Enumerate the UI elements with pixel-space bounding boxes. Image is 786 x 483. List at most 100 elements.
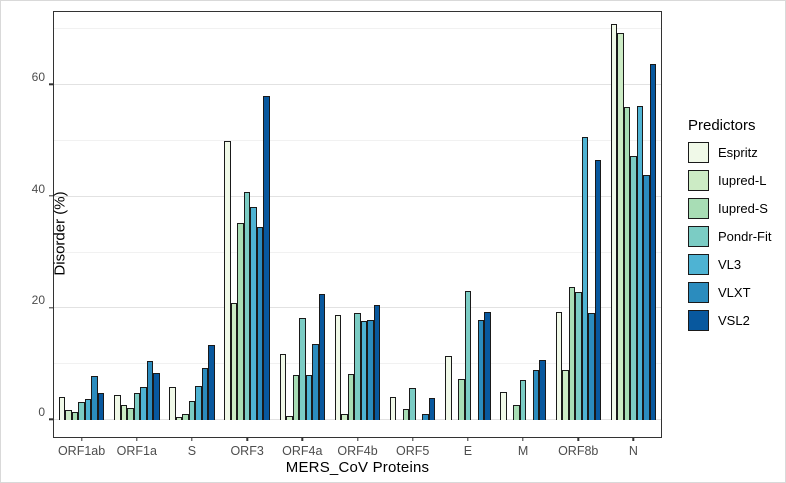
x-tick-label-ORF8b: ORF8b <box>558 444 599 458</box>
bar-N-Iupred-L <box>617 32 624 420</box>
bar-ORF1ab-VSL2 <box>97 393 105 420</box>
bar-N-Iupred-S <box>623 106 631 420</box>
bar-group-E <box>440 12 495 437</box>
y-tick-mark-0 <box>49 418 53 421</box>
x-tick-mark-ORF4b <box>356 437 359 441</box>
bar-M-Pondr-Fit <box>519 379 527 420</box>
bar-ORF1a-VSL2 <box>153 373 160 420</box>
bar-M-Espritz <box>500 392 507 420</box>
bar-S-VL3 <box>195 385 202 420</box>
y-tick-label-0: 0 <box>38 405 45 419</box>
bar-ORF8b-VSL2 <box>594 160 602 420</box>
bar-ORF8b-Espritz <box>555 311 563 420</box>
bar-ORF8b-Pondr-Fit <box>575 291 582 420</box>
bar-E-VSL2 <box>484 311 491 420</box>
bar-ORF4a-VLXT <box>312 344 319 420</box>
bar-ORF4b-VLXT <box>367 319 374 420</box>
legend-label-Espritz: Espritz <box>718 145 758 160</box>
x-tick-mark-ORF1ab <box>80 437 83 441</box>
bar-ORF3-VSL2 <box>263 96 270 420</box>
x-tick-label-N: N <box>628 444 638 458</box>
bar-S-Iupred-L <box>175 417 183 420</box>
bar-ORF3-VL3 <box>250 206 257 420</box>
bar-S-Pondr-Fit <box>188 401 196 420</box>
bar-E-Iupred-S <box>458 379 465 420</box>
bar-groups <box>54 12 661 437</box>
bar-group-M <box>496 12 551 437</box>
x-tick-mark-ORF5 <box>411 437 414 441</box>
bar-ORF4b-Iupred-L <box>341 414 348 420</box>
y-tick-label-40: 40 <box>31 181 45 196</box>
bar-S-Iupred-S <box>182 414 189 420</box>
legend-swatch-VSL2 <box>688 310 709 331</box>
y-tick-mark-60 <box>49 83 53 86</box>
x-tick-mark-ORF4a <box>301 437 304 441</box>
bar-ORF8b-Iupred-S <box>568 286 576 420</box>
bar-ORF5-VSL2 <box>428 397 436 420</box>
bar-ORF3-Espritz <box>224 140 231 420</box>
bar-ORF8b-VLXT <box>588 312 595 420</box>
legend-entry-Iupred-S: Iupred-S <box>688 198 771 219</box>
gridline-major-40 <box>54 195 661 197</box>
bar-ORF1ab-Iupred-S <box>71 412 79 420</box>
legend-entry-Pondr-Fit: Pondr-Fit <box>688 226 771 247</box>
bar-group-ORF1ab <box>54 12 109 437</box>
x-tick-label-M: M <box>517 444 529 458</box>
bar-group-ORF8b <box>551 12 606 437</box>
legend-entry-VL3: VL3 <box>688 254 771 275</box>
bar-ORF1a-Iupred-S <box>127 408 134 420</box>
x-tick-mark-N <box>632 437 635 441</box>
x-axis-title: MERS_CoV Proteins <box>285 459 430 476</box>
bar-group-ORF5 <box>385 12 440 437</box>
bar-ORF4a-VSL2 <box>318 293 326 420</box>
legend-title: Predictors <box>688 117 756 134</box>
x-tick-label-ORF1a: ORF1a <box>116 444 157 458</box>
bar-ORF4b-Pondr-Fit <box>354 313 361 420</box>
bar-N-VLXT <box>643 175 650 420</box>
x-tick-label-E: E <box>463 444 473 458</box>
bar-E-Espritz <box>445 356 452 420</box>
bar-ORF4b-VSL2 <box>373 305 381 420</box>
bar-N-VL3 <box>636 105 644 420</box>
bar-group-ORF1a <box>109 12 164 437</box>
bar-ORF4b-VL3 <box>360 321 368 420</box>
x-tick-mark-S <box>191 437 193 441</box>
bar-ORF4b-Espritz <box>334 315 342 420</box>
bar-S-VSL2 <box>208 345 215 420</box>
x-tick-mark-ORF1a <box>136 437 138 441</box>
x-tick-mark-M <box>522 437 524 441</box>
legend-label-VLXT: VLXT <box>718 285 751 300</box>
legend-entry-Espritz: Espritz <box>688 142 771 163</box>
bar-ORF4a-Pondr-Fit <box>299 318 306 420</box>
bar-ORF4a-VL3 <box>305 374 313 420</box>
legend-swatch-VLXT <box>688 282 709 303</box>
y-tick-mark-20 <box>49 306 53 309</box>
bar-ORF1a-VL3 <box>140 387 147 420</box>
bar-S-Espritz <box>169 386 176 420</box>
x-tick-label-ORF4b: ORF4b <box>337 444 378 458</box>
legend-swatch-Espritz <box>688 142 709 163</box>
legend: Predictors Espritz Iupred-L Iupred-S Pondr-… <box>688 117 771 338</box>
bar-ORF3-Iupred-S <box>237 222 244 420</box>
y-axis-title: Disorder (%) <box>51 191 69 276</box>
legend-entry-VSL2: VSL2 <box>688 310 771 331</box>
x-tick-label-ORF3: ORF3 <box>230 444 264 458</box>
bar-ORF5-VLXT <box>422 414 429 420</box>
bar-group-ORF4b <box>330 12 385 437</box>
gridline-major-20 <box>54 307 661 309</box>
x-tick-label-S: S <box>187 444 197 458</box>
bar-M-VSL2 <box>539 360 546 420</box>
x-tick-mark-ORF3 <box>246 437 248 441</box>
gridline-minor-30 <box>54 251 661 253</box>
bar-ORF1a-Pondr-Fit <box>133 392 141 420</box>
legend-label-Iupred-S: Iupred-S <box>718 201 768 216</box>
bar-ORF4a-Iupred-L <box>286 416 293 420</box>
bar-ORF4a-Espritz <box>279 353 287 420</box>
bar-group-N <box>606 12 661 437</box>
bar-ORF8b-VL3 <box>581 136 589 420</box>
bar-ORF8b-Iupred-L <box>562 369 569 420</box>
y-tick-label-20: 20 <box>31 293 45 308</box>
plot-panel: 0 20 40 60 ORF1ab ORF1a S ORF3 ORF4a ORF4b ORF5 E M… <box>32 11 662 458</box>
bar-ORF1ab-Pondr-Fit <box>78 401 85 420</box>
